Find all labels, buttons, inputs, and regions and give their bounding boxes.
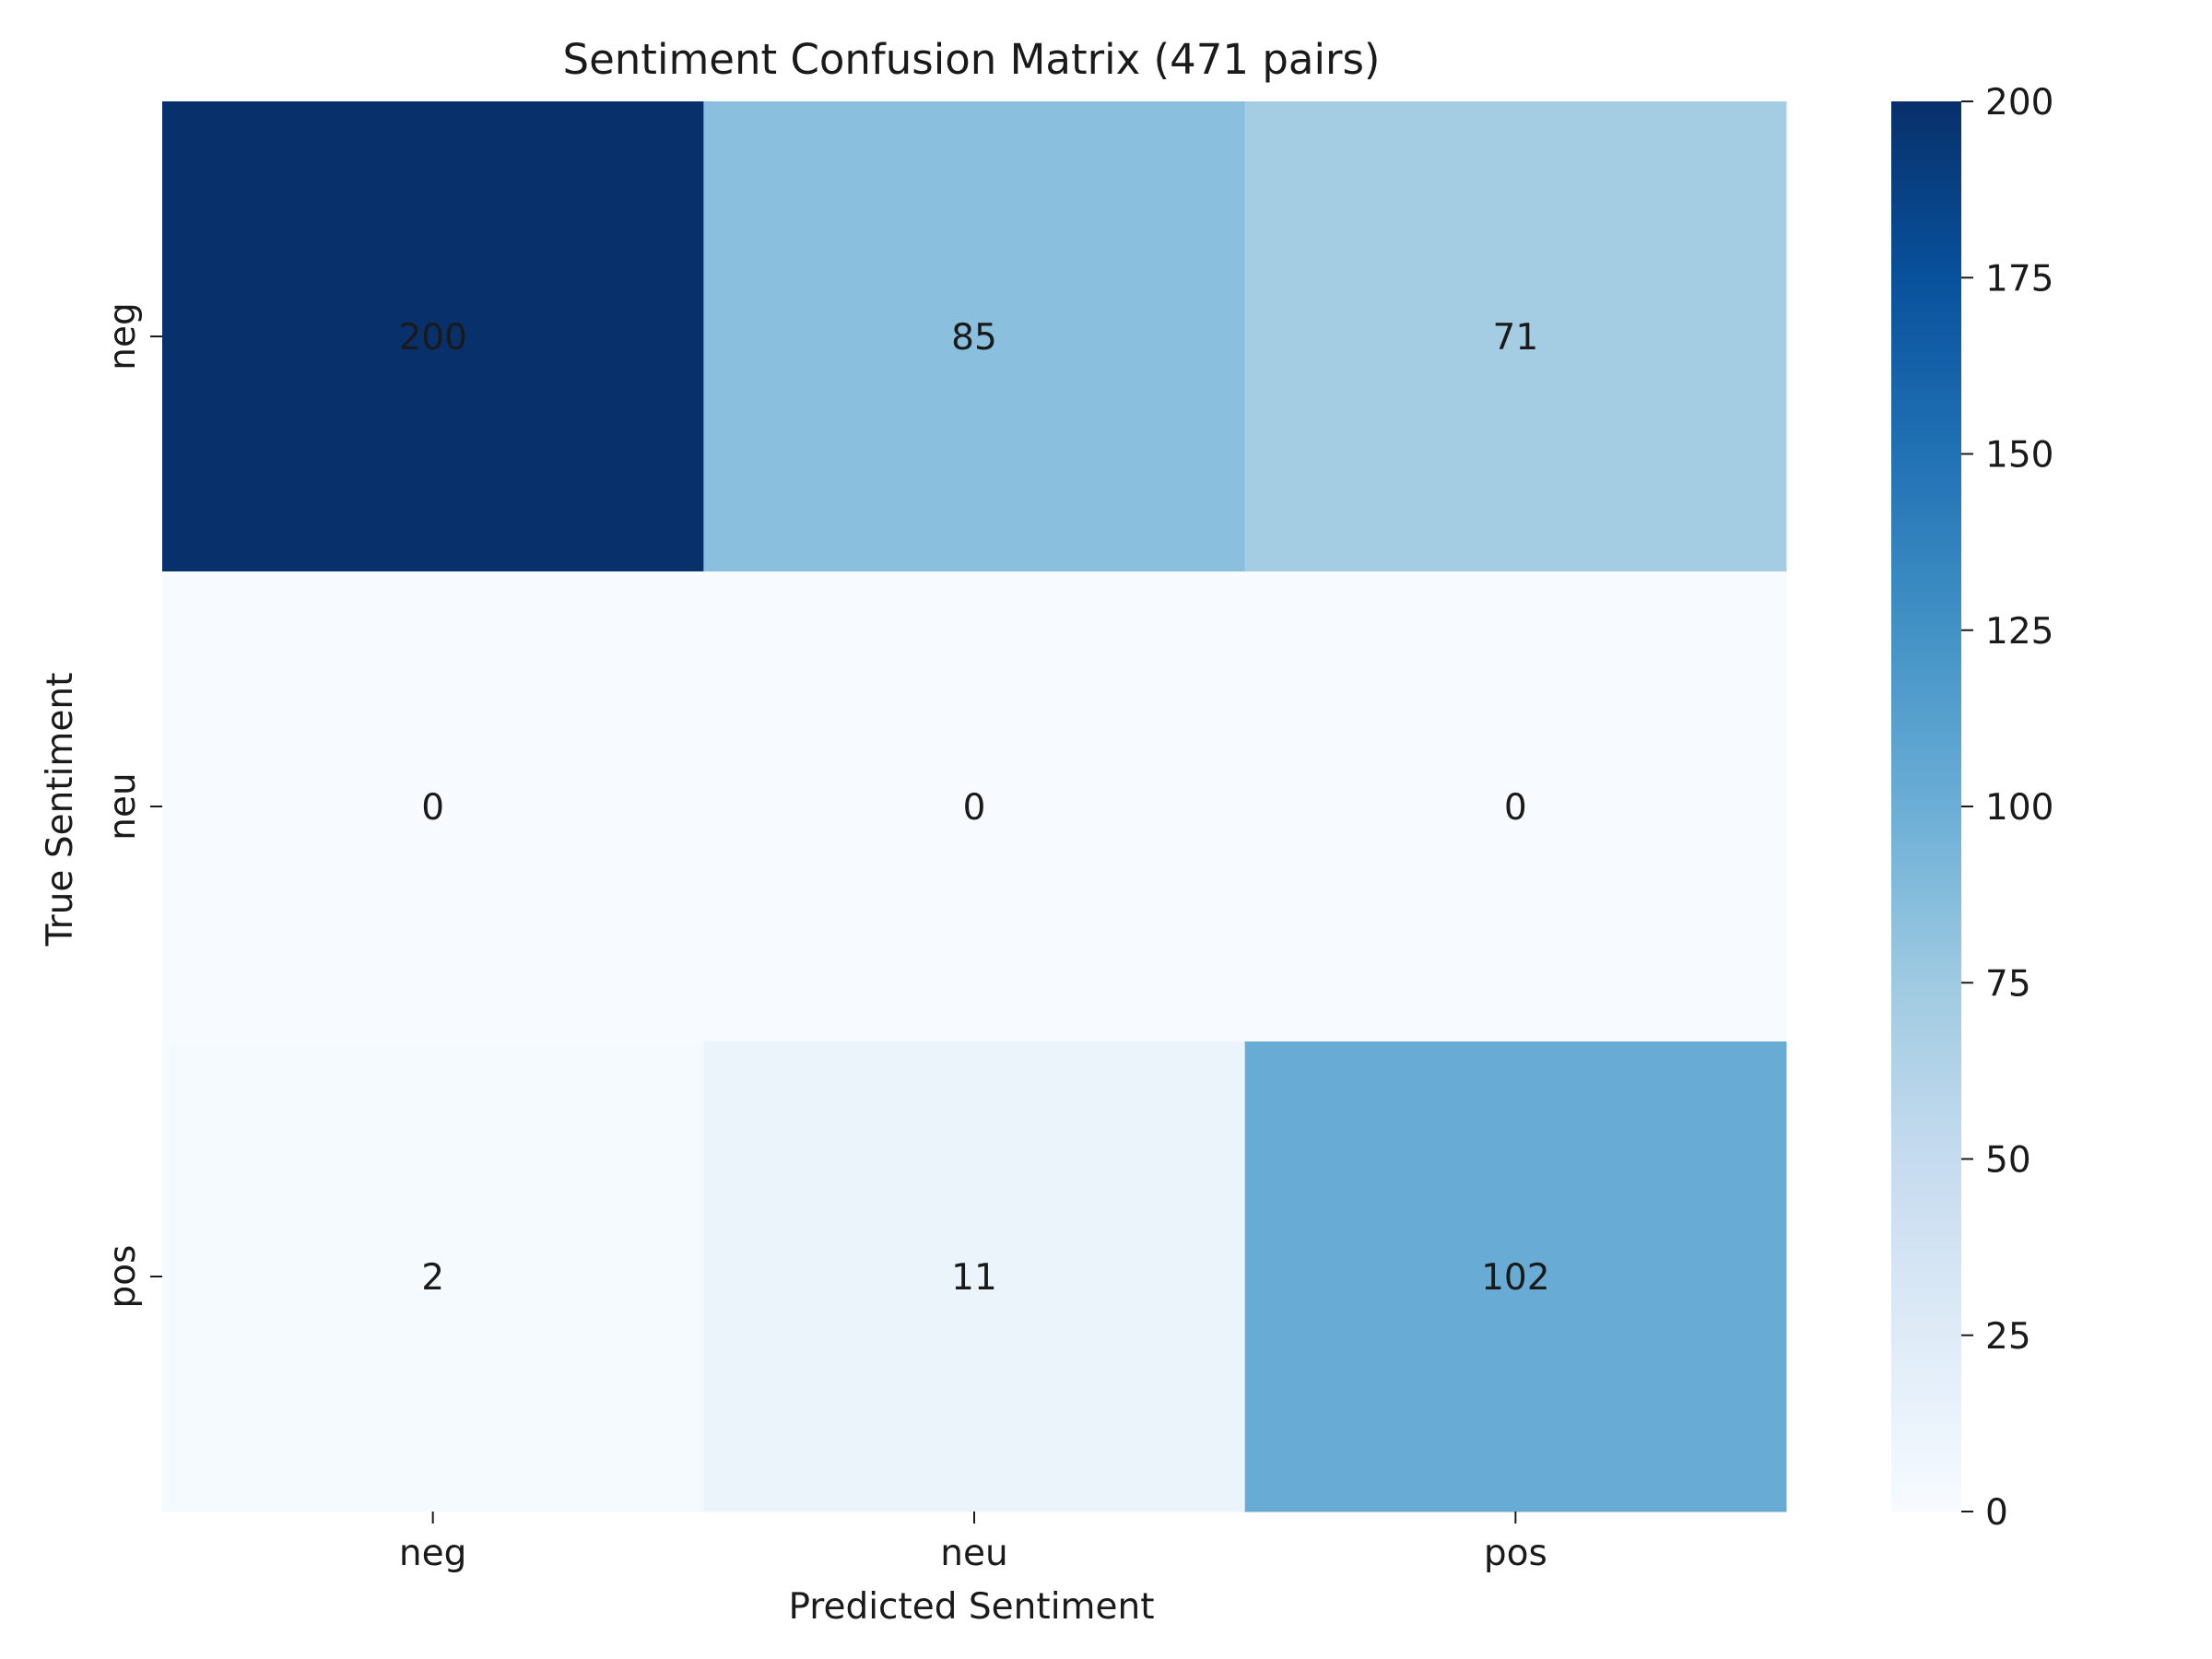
colorbar-tick-label: 175: [1985, 258, 2053, 300]
y-axis: neg neu pos: [102, 302, 162, 1308]
cell-value-label: 0: [963, 787, 986, 829]
heatmap-cell: [1244, 101, 1787, 572]
cell-value-label: 102: [1481, 1257, 1549, 1299]
cell-value-label: 11: [951, 1257, 997, 1299]
colorbar-tick-label: 25: [1985, 1316, 2031, 1358]
cell-value-label: 0: [1504, 787, 1527, 829]
heatmap-cell: [162, 101, 704, 572]
heatmap-grid: 200 85 71 0 0 0 2 11 102: [162, 101, 1787, 1512]
heatmap-cell: [703, 571, 1246, 1042]
heatmap-cell: [1244, 1041, 1787, 1512]
cell-value-label: 71: [1493, 317, 1539, 359]
colorbar-gradient: [1891, 101, 1961, 1512]
y-tick-label: neg: [102, 302, 144, 370]
cell-value-label: 200: [398, 317, 466, 359]
colorbar-tick-label: 150: [1985, 435, 2053, 477]
cell-value-label: 2: [421, 1257, 444, 1299]
colorbar: 0 25 50 75 100 125 150 175 200: [1891, 82, 2053, 1534]
heatmap-cell: [703, 101, 1246, 572]
x-tick-label: neg: [399, 1533, 466, 1574]
colorbar-tick-label: 200: [1985, 82, 2053, 124]
y-tick-label: pos: [102, 1245, 144, 1309]
colorbar-tick-label: 75: [1985, 963, 2031, 1005]
cell-value-label: 85: [951, 317, 997, 359]
x-axis-label: Predicted Sentiment: [788, 1586, 1154, 1628]
x-tick-label: neu: [940, 1533, 1007, 1574]
y-tick-label: neu: [102, 772, 144, 840]
colorbar-tick-label: 0: [1985, 1492, 2008, 1534]
colorbar-tick-label: 125: [1985, 611, 2053, 653]
chart-title: Sentiment Confusion Matrix (471 pairs): [563, 35, 1381, 84]
colorbar-tick-label: 50: [1985, 1140, 2031, 1182]
x-tick-label: pos: [1484, 1533, 1547, 1574]
cell-value-label: 0: [421, 787, 444, 829]
heatmap-cell: [162, 1041, 704, 1512]
x-axis: neg neu pos: [399, 1512, 1547, 1574]
colorbar-tick-label: 100: [1985, 787, 2053, 829]
heatmap-cell: [703, 1041, 1246, 1512]
heatmap-cell: [162, 571, 704, 1042]
y-axis-label: True Sentiment: [40, 673, 81, 947]
heatmap-cell: [1244, 571, 1787, 1042]
